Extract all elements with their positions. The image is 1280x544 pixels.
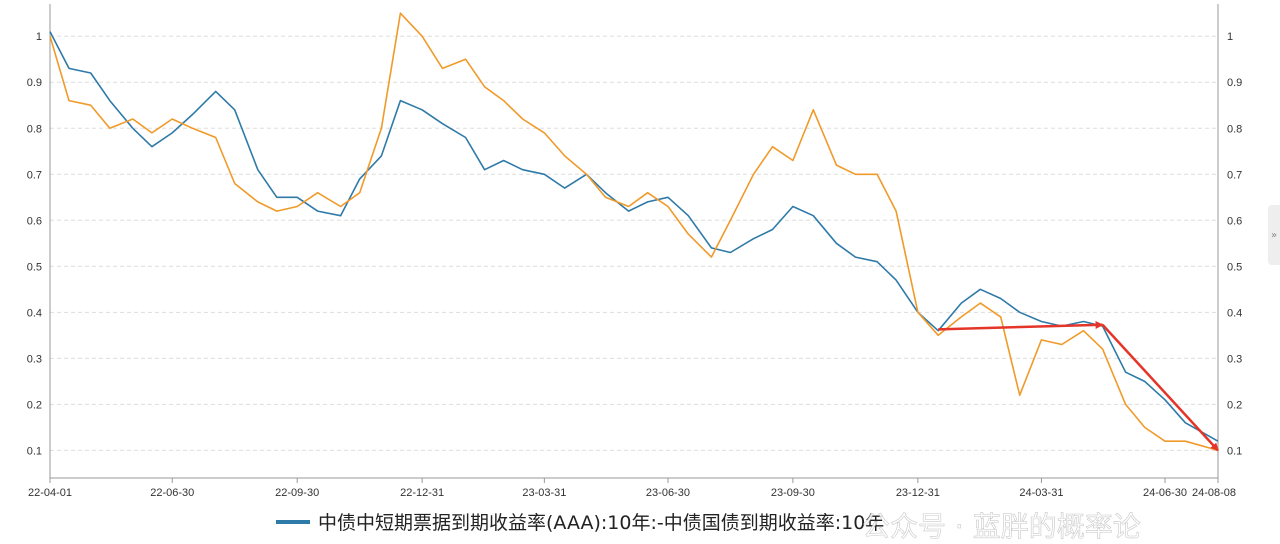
grid-lines — [50, 35, 1218, 451]
y-tick-label-left: 0.5 — [27, 261, 42, 273]
y-tick-label-right: 0.6 — [1227, 215, 1242, 227]
y-tick-label-left: 0.9 — [27, 77, 42, 89]
y-tick-label-right: 1 — [1227, 31, 1233, 43]
x-tick-label: 22-06-30 — [150, 487, 194, 499]
y-tick-label-left: 0.6 — [27, 215, 42, 227]
y-tick-label-left: 0.8 — [27, 123, 42, 135]
x-tick-label: 24-03-31 — [1019, 487, 1063, 499]
watermark: 公众号 · 蓝胖的概率论 — [862, 510, 1141, 543]
annotation-arrow-1 — [938, 320, 1104, 331]
axes — [49, 4, 1219, 479]
x-tick-label: 22-09-30 — [275, 487, 319, 499]
x-tick-label: 23-09-30 — [771, 487, 815, 499]
y-tick-label-left: 1 — [36, 31, 42, 43]
y-tick-label-right: 0.3 — [1227, 353, 1242, 365]
side-panel-toggle[interactable]: » — [1268, 205, 1280, 265]
x-tick-label: 23-06-30 — [646, 487, 690, 499]
y-tick-label-right: 0.4 — [1227, 307, 1242, 319]
y-tick-label-right: 0.7 — [1227, 169, 1242, 181]
series-line-1 — [49, 31, 1219, 442]
y-tick-label-right: 0.1 — [1227, 445, 1242, 457]
series-lines — [49, 12, 1219, 452]
legend[interactable]: 中债中短期票据到期收益率(AAA):10年:-中债国债到期收益率:10年 — [276, 512, 884, 544]
x-tick-label: 24-06-30 — [1143, 487, 1187, 499]
legend-label-series-1[interactable]: 中债中短期票据到期收益率(AAA):10年:-中债国债到期收益率:10年 — [318, 512, 884, 534]
y-tick-label-left: 0.4 — [27, 307, 42, 319]
x-ticks: 22-04-01 22-06-30 22-09-30 22-12-31 23-03-31… — [28, 478, 1236, 499]
x-tick-label: 23-12-31 — [896, 487, 940, 499]
y-tick-label-left: 0.1 — [27, 445, 42, 457]
y-ticks-left: 1 0.9 0.8 0.7 0.6 0.5 0.4 0.3 0.2 0.1 — [27, 31, 42, 457]
x-tick-label: 22-04-01 — [28, 487, 72, 499]
y-tick-label-right: 0.5 — [1227, 261, 1242, 273]
y-tick-label-right: 0.9 — [1227, 77, 1242, 89]
x-tick-label: 23-03-31 — [522, 487, 566, 499]
y-tick-label-left: 0.7 — [27, 169, 42, 181]
y-tick-label-left: 0.2 — [27, 399, 42, 411]
series-line-2 — [49, 12, 1219, 452]
annotations — [938, 320, 1219, 452]
annotation-arrow-2 — [1101, 323, 1219, 452]
y-tick-label-left: 0.3 — [27, 353, 42, 365]
x-tick-label: 22-12-31 — [400, 487, 444, 499]
y-tick-label-right: 0.8 — [1227, 123, 1242, 135]
y-ticks-right: 1 0.9 0.8 0.7 0.6 0.5 0.4 0.3 0.2 0.1 — [1227, 31, 1242, 457]
x-tick-label: 24-08-08 — [1192, 487, 1236, 499]
y-tick-label-right: 0.2 — [1227, 399, 1242, 411]
